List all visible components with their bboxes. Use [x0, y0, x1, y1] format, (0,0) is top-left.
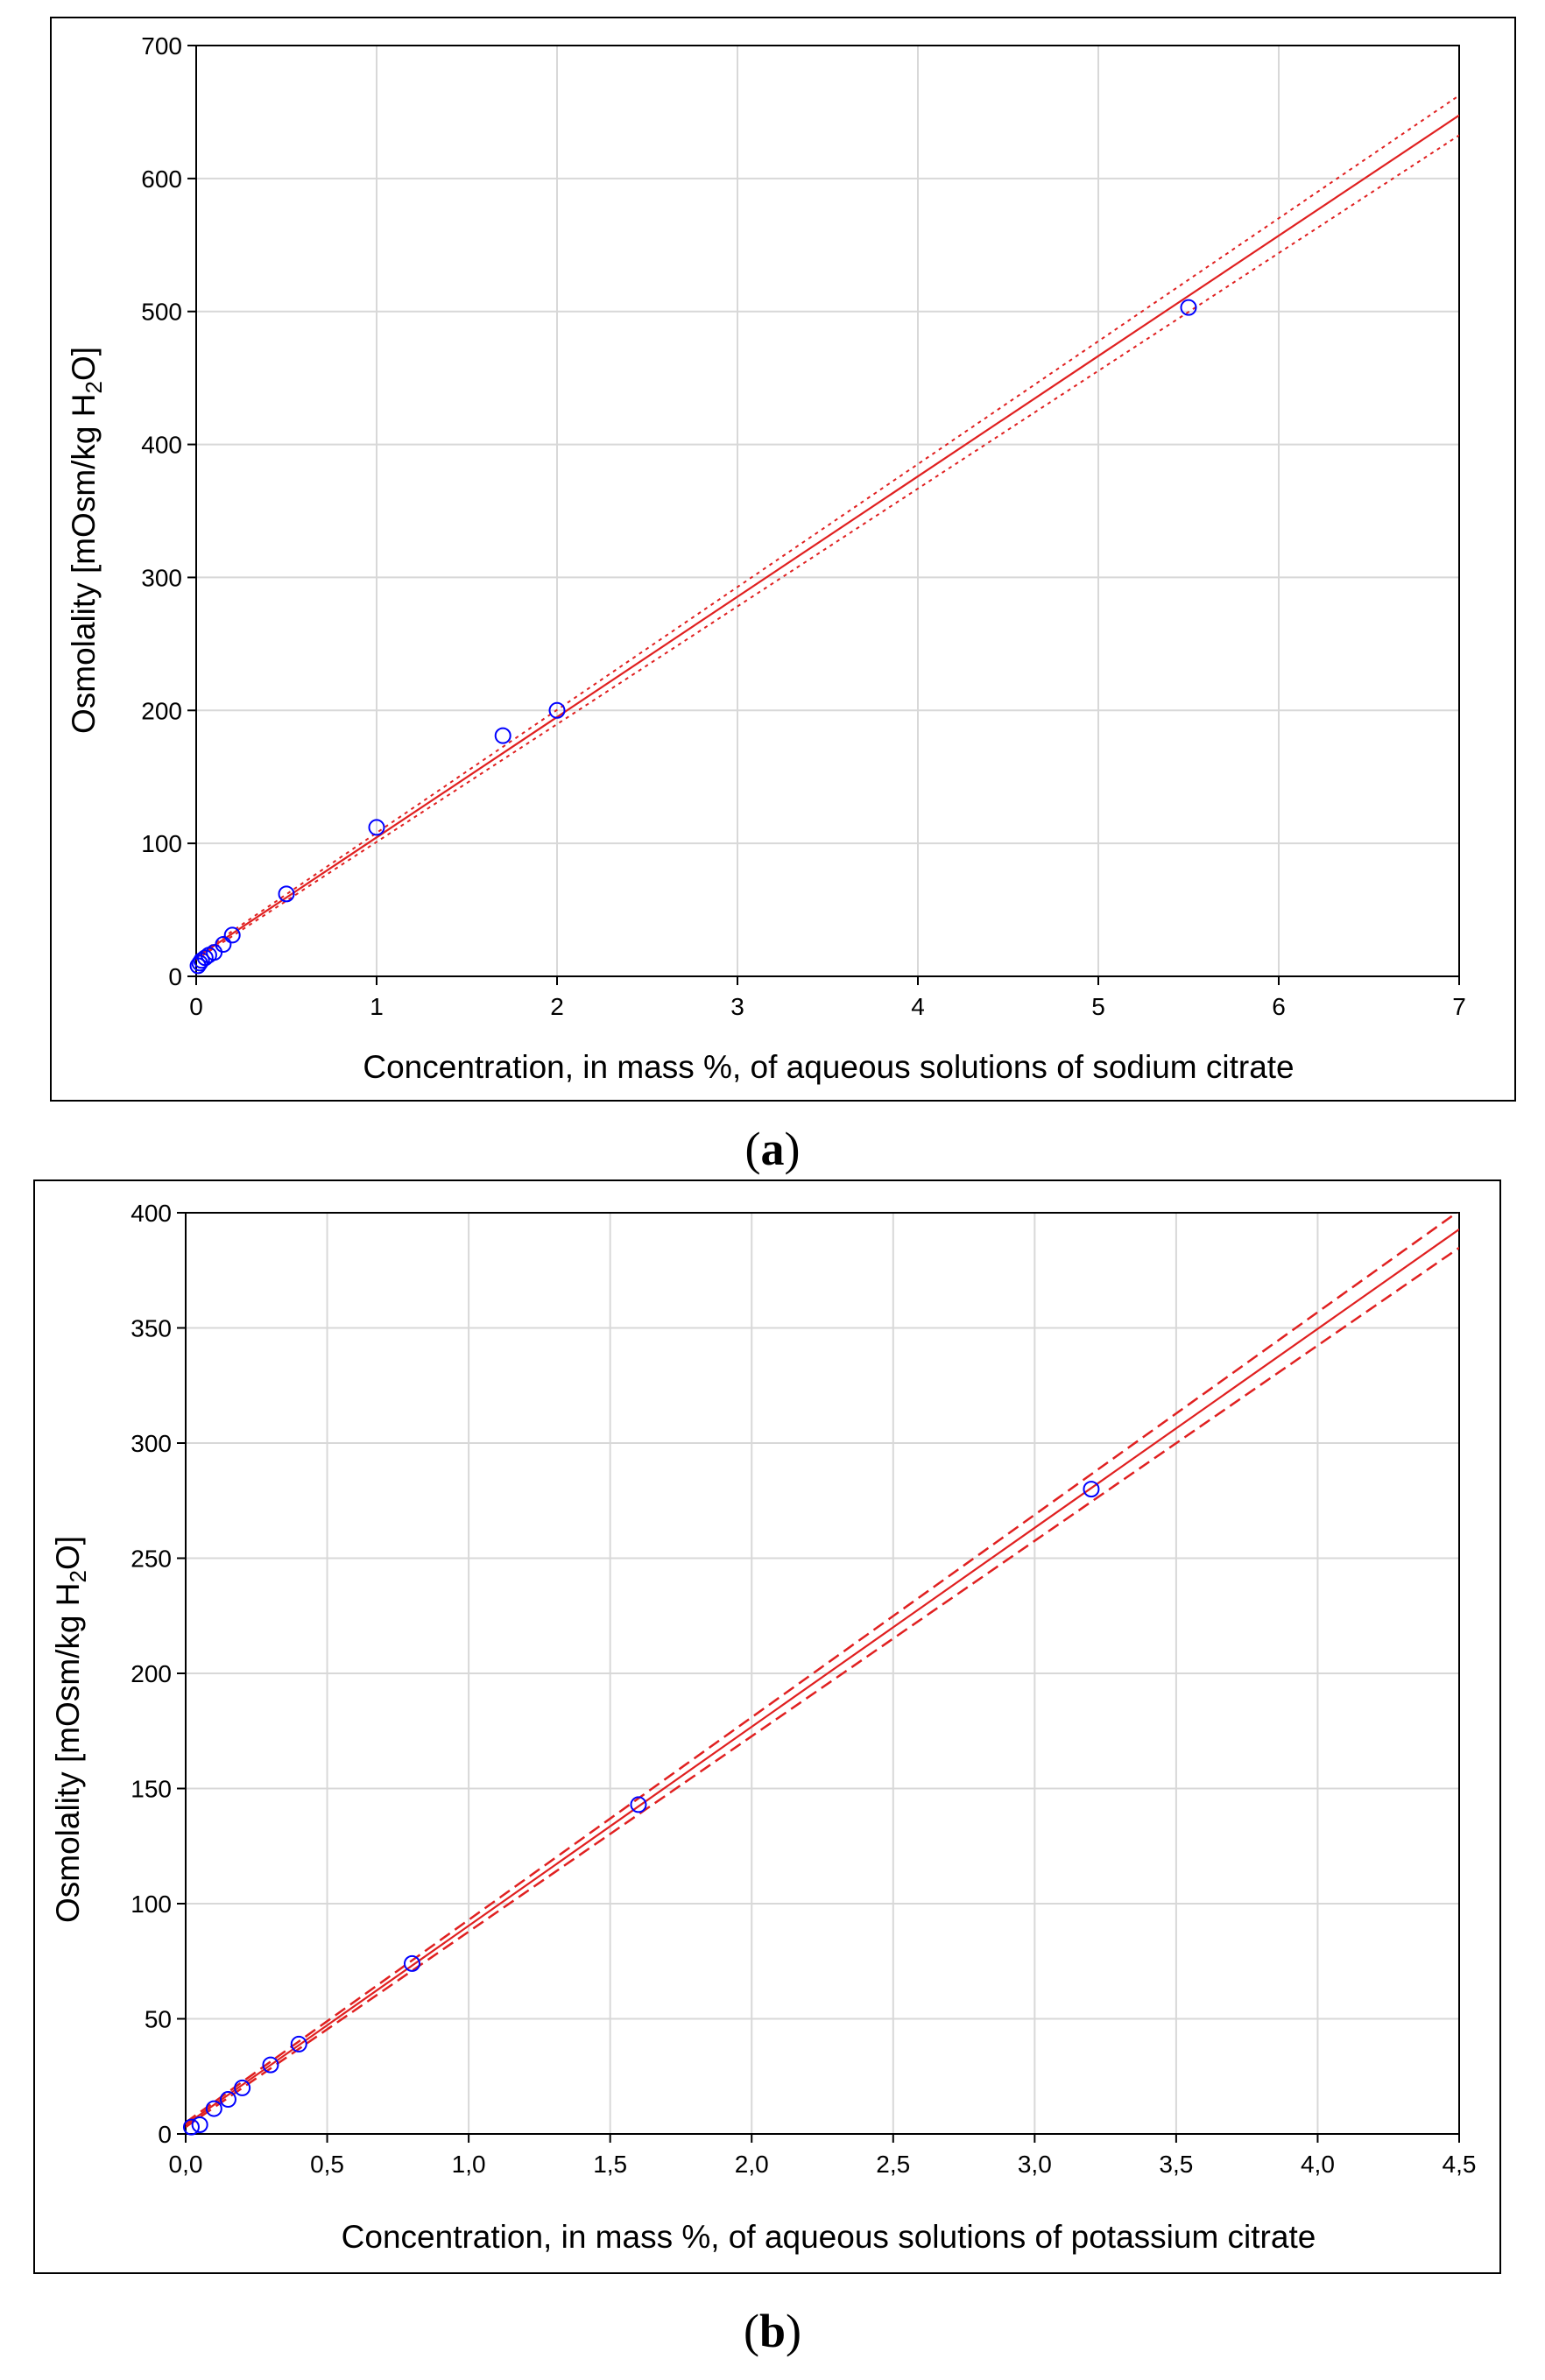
panel-a-xtick-label: 5 [1091, 993, 1105, 1020]
panel-b-ytick-label: 50 [145, 2006, 172, 2033]
panel-a-ylabel: Osmolality [mOsm/kg H2O] [66, 347, 107, 734]
panel-b-ytick-label: 150 [131, 1776, 172, 1803]
panel-b-data-point [205, 2100, 222, 2117]
plot-a: 0 1 2 3 4 5 6 7 0 100 200 300 400 500 600 700 [141, 32, 1466, 1020]
panel-b-letter: b [759, 2305, 786, 2357]
panel-a-label: (a) [745, 1123, 801, 1175]
panel-a-xtick-label: 7 [1452, 993, 1466, 1020]
panel-b-data-point [630, 1796, 647, 1813]
panel-b-xtick-label: 3,0 [1018, 2151, 1052, 2178]
panel-b-data-point [182, 2118, 200, 2136]
panel-b-upper-band [186, 1213, 1459, 2123]
panel-a-fit-line [196, 114, 1459, 959]
panel-a: 0 1 2 3 4 5 6 7 0 100 200 300 400 500 600 700 Osmolalit… [50, 17, 1516, 1175]
panel-b: 0,0 0,5 1,0 1,5 2,0 2,5 3,0 3,5 4,0 4,5 0 50 100 150 2… [33, 1179, 1501, 2357]
panel-a-lower-band [196, 134, 1459, 961]
panel-a-ytick-label: 0 [168, 963, 182, 990]
panel-a-xtick-label: 3 [730, 993, 744, 1020]
panel-b-lower-band [186, 1246, 1459, 2129]
panel-a-xlabel: Concentration, in mass %, of aqueous sol… [363, 1049, 1294, 1085]
panel-b-xtick-label: 4,0 [1301, 2151, 1335, 2178]
panel-b-ytick-label: 200 [131, 1660, 172, 1687]
panel-a-frame [50, 17, 1516, 1102]
panel-b-xlabel: Concentration, in mass %, of aqueous sol… [342, 2219, 1316, 2255]
panel-a-data-point [223, 926, 241, 944]
panel-a-ytick-label: 300 [141, 564, 182, 591]
panel-a-data-point [196, 949, 214, 967]
panel-a-ytick-label: 100 [141, 830, 182, 857]
panel-a-upper-band [196, 95, 1459, 957]
panel-b-data-point [219, 2091, 236, 2109]
panel-b-data-point [1083, 1481, 1100, 1498]
panel-a-data-point [278, 885, 295, 903]
panel-b-fit-line [186, 1229, 1459, 2126]
panel-b-xtick-label: 2,0 [735, 2151, 769, 2178]
panel-a-xtick-label: 4 [911, 993, 925, 1020]
panel-b-data-point [403, 1954, 420, 1972]
panel-b-data-point [191, 2116, 208, 2133]
panel-b-ytick-label: 400 [131, 1200, 172, 1227]
panel-b-xtick-label: 0,5 [310, 2151, 344, 2178]
panel-a-xtick-label: 1 [370, 993, 384, 1020]
panel-b-ytick-label: 350 [131, 1315, 172, 1342]
panel-b-xtick-label: 1,5 [593, 2151, 627, 2178]
panel-b-ytick-label: 0 [158, 2121, 172, 2148]
panel-a-xtick-label: 6 [1272, 993, 1286, 1020]
panel-a-data-point [368, 819, 385, 836]
panel-a-ytick-label: 600 [141, 165, 182, 193]
panel-b-data-point [262, 2056, 279, 2074]
panel-b-label: (b) [744, 2305, 801, 2357]
panel-a-data-point [494, 727, 511, 744]
panel-a-ytick-label: 200 [141, 697, 182, 724]
panel-b-data-point [290, 2035, 307, 2053]
panel-b-xtick-label: 3,5 [1159, 2151, 1193, 2178]
panel-b-ylabel: Osmolality [mOsm/kg H2O] [50, 1536, 91, 1923]
panel-b-xtick-label: 2,5 [876, 2151, 910, 2178]
panel-a-data-point [206, 944, 223, 961]
panel-a-ytick-label: 700 [141, 32, 182, 60]
plot-b: 0,0 0,5 1,0 1,5 2,0 2,5 3,0 3,5 4,0 4,5 0 50 100 150 2… [131, 1200, 1476, 2178]
panel-b-frame [33, 1179, 1501, 2274]
panel-b-xtick-label: 0,0 [169, 2151, 203, 2178]
panel-a-ytick-label: 400 [141, 432, 182, 459]
panel-b-ytick-label: 250 [131, 1546, 172, 1573]
panel-b-xtick-label: 4,5 [1443, 2151, 1477, 2178]
panel-a-data-point [548, 701, 566, 719]
panel-a-ytick-label: 500 [141, 299, 182, 326]
panel-b-ytick-label: 300 [131, 1430, 172, 1457]
panel-a-data-point [215, 936, 232, 954]
panel-a-data-point [1180, 299, 1197, 316]
panel-b-ytick-label: 100 [131, 1891, 172, 1918]
panel-a-plot-area [195, 45, 1460, 977]
panel-b-xtick-label: 1,0 [452, 2151, 486, 2178]
panel-a-xtick-label: 2 [550, 993, 564, 1020]
panel-b-plot-area [185, 1212, 1460, 2135]
panel-a-xtick-label: 0 [189, 993, 203, 1020]
panel-a-letter: a [761, 1123, 785, 1175]
panel-b-data-point [234, 2079, 251, 2096]
